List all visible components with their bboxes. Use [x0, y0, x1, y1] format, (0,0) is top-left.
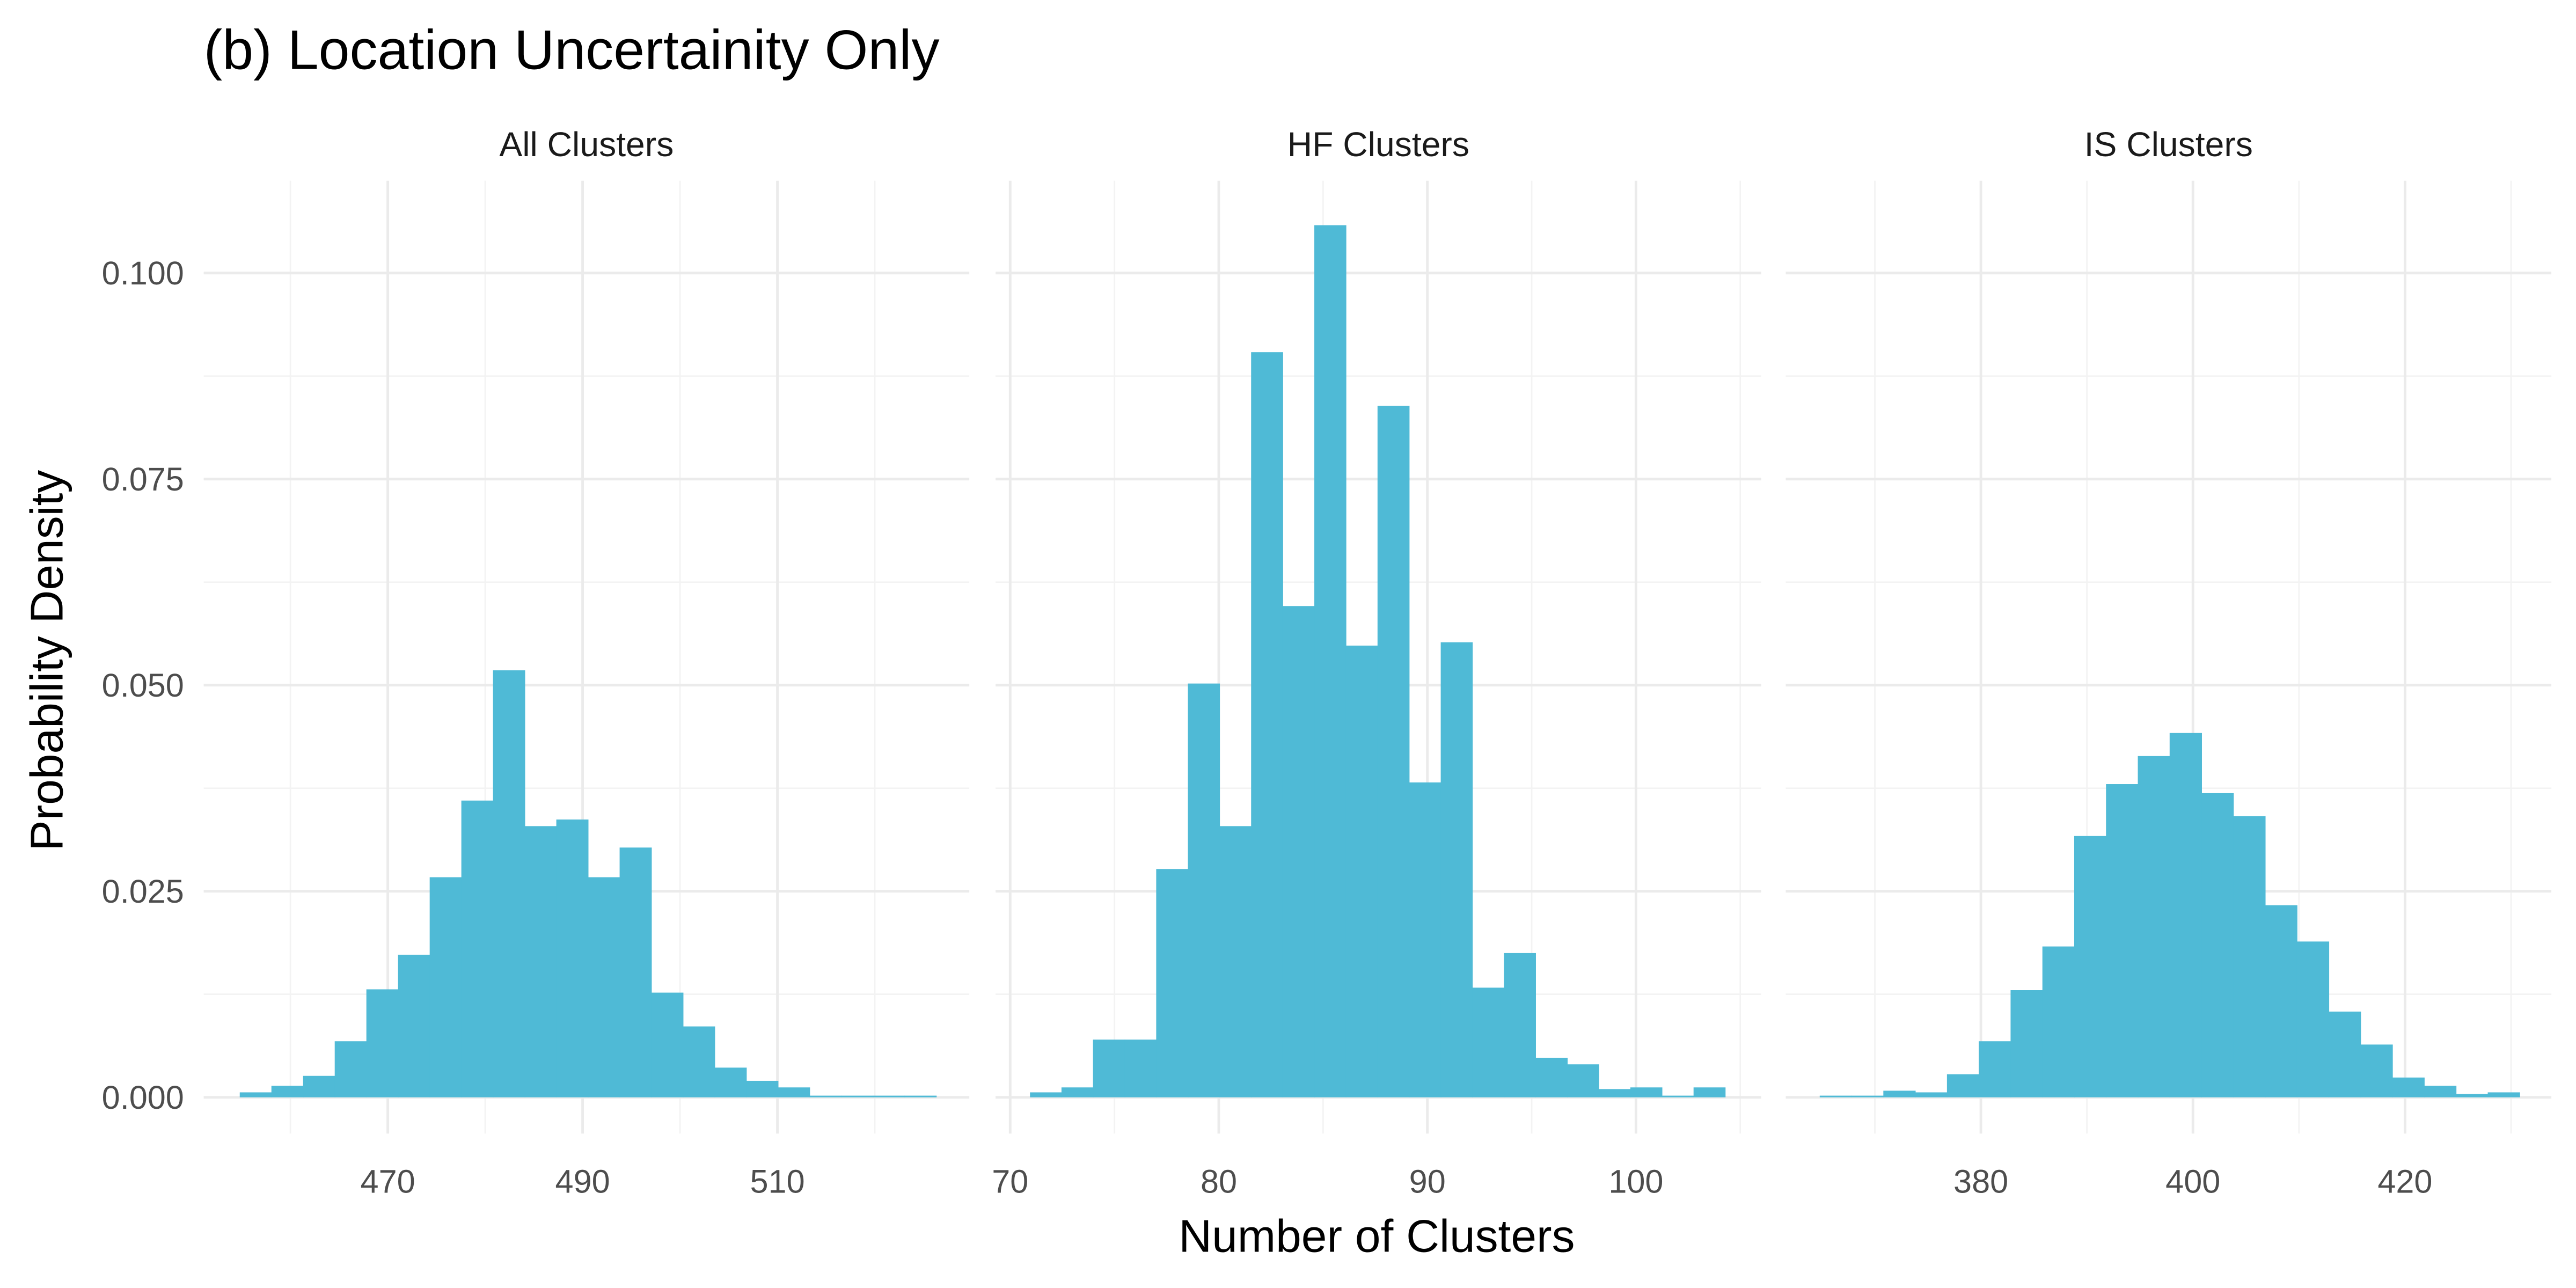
histogram-bar [366, 989, 399, 1097]
y-tick-label: 0.050 [102, 667, 184, 704]
x-tick-label: 470 [361, 1163, 415, 1199]
histogram-bar [1440, 642, 1473, 1097]
histogram-bar [1851, 1095, 1884, 1097]
histogram-bar [2424, 1086, 2457, 1097]
histogram-bar [2487, 1092, 2520, 1097]
histogram-bar [556, 819, 589, 1097]
histogram-bar [841, 1095, 874, 1097]
x-tick-label: 80 [1201, 1163, 1237, 1199]
histogram-bar [2010, 990, 2043, 1097]
panel: IS Clusters 380 400 420 [1785, 125, 2552, 1199]
histogram-bar [1504, 953, 1536, 1097]
histogram-bar [1188, 683, 1220, 1097]
panel: HF Clusters 70 80 90 100 [992, 125, 1761, 1199]
histogram-bar [429, 877, 462, 1097]
facet-title: HF Clusters [1287, 125, 1469, 164]
histogram-bar [809, 1095, 842, 1097]
histogram-bar [2456, 1094, 2489, 1097]
histogram-bar [1630, 1087, 1663, 1097]
histogram-bar [1314, 225, 1346, 1097]
histogram-bar [2392, 1077, 2425, 1097]
x-tick-label: 400 [2165, 1163, 2220, 1199]
histogram-bar [2106, 784, 2139, 1097]
histogram-bar [1377, 406, 1410, 1097]
histogram-bar [2296, 941, 2330, 1097]
panel: All Clusters 0.000 0.025 0.050 0.075 0.100 470… [102, 125, 970, 1199]
histogram-bar [873, 1095, 905, 1097]
histogram-bar [1915, 1092, 1948, 1097]
y-tick-label: 0.100 [102, 255, 184, 291]
histogram-bar [2201, 793, 2234, 1097]
histogram-bar [303, 1075, 335, 1097]
histogram-bar [1124, 1040, 1157, 1097]
histogram-bar [619, 847, 652, 1097]
histogram-bar [1251, 352, 1283, 1097]
histogram-bar [1979, 1041, 2011, 1097]
histogram-bar [1567, 1064, 1599, 1097]
histogram-bar [239, 1092, 272, 1097]
histogram-bar [2042, 946, 2075, 1097]
y-tick-label: 0.000 [102, 1079, 184, 1116]
histogram-bar [2074, 836, 2107, 1097]
x-axis-title: Number of Clusters [1179, 1211, 1575, 1262]
x-tick-label: 90 [1409, 1163, 1446, 1199]
y-axis-title: Probability Density [21, 470, 72, 851]
histogram-bar [651, 992, 684, 1097]
histogram-bar [1535, 1057, 1568, 1097]
facet-title: IS Clusters [2084, 125, 2253, 164]
histogram-bar [1093, 1040, 1125, 1097]
x-tick-label: 100 [1608, 1163, 1663, 1199]
histogram-bar [1156, 869, 1189, 1097]
histogram-bar [524, 826, 557, 1097]
x-tick-label: 70 [992, 1163, 1028, 1199]
histogram-bar [2329, 1011, 2361, 1097]
y-tick-label: 0.025 [102, 873, 184, 910]
histogram-bar [2265, 905, 2297, 1097]
x-tick-label: 380 [1953, 1163, 2008, 1199]
histogram-bar [1819, 1095, 1852, 1097]
x-tick-label: 420 [2377, 1163, 2432, 1199]
histogram-bar [398, 954, 430, 1097]
histogram-bar [2233, 816, 2266, 1097]
histogram-bar [1598, 1089, 1631, 1097]
histogram-bar [461, 800, 494, 1097]
histogram-bar [1409, 782, 1441, 1097]
x-tick-label: 510 [750, 1163, 805, 1199]
histogram-bar [1662, 1095, 1694, 1097]
histogram-bar [1472, 987, 1505, 1097]
facet-title: All Clusters [499, 125, 674, 164]
histogram-bar [1061, 1087, 1094, 1097]
histogram-bar [1883, 1091, 1916, 1097]
histogram-bar [588, 877, 620, 1097]
chart-title: (b) Location Uncertainity Only [204, 19, 940, 82]
histogram-bar [683, 1026, 715, 1097]
histogram-bar [2138, 756, 2170, 1097]
histogram-bar [746, 1080, 779, 1097]
y-tick-label: 0.075 [102, 461, 184, 497]
histogram-bar [493, 670, 525, 1097]
histogram-bar [334, 1041, 367, 1097]
histogram-bar [1946, 1074, 1980, 1097]
histogram-bar [2360, 1044, 2393, 1097]
histogram-bar [778, 1087, 810, 1097]
histogram-bar [2169, 733, 2202, 1097]
histogram-bar [1219, 826, 1252, 1097]
histogram-bar [714, 1067, 747, 1097]
histogram-bar [1693, 1087, 1726, 1097]
histogram-bar [1282, 606, 1315, 1097]
histogram-bar [904, 1095, 937, 1097]
histogram-bar [271, 1086, 304, 1097]
histogram-bar [1030, 1092, 1062, 1097]
histogram-bar [1345, 645, 1378, 1097]
x-tick-label: 490 [555, 1163, 610, 1199]
